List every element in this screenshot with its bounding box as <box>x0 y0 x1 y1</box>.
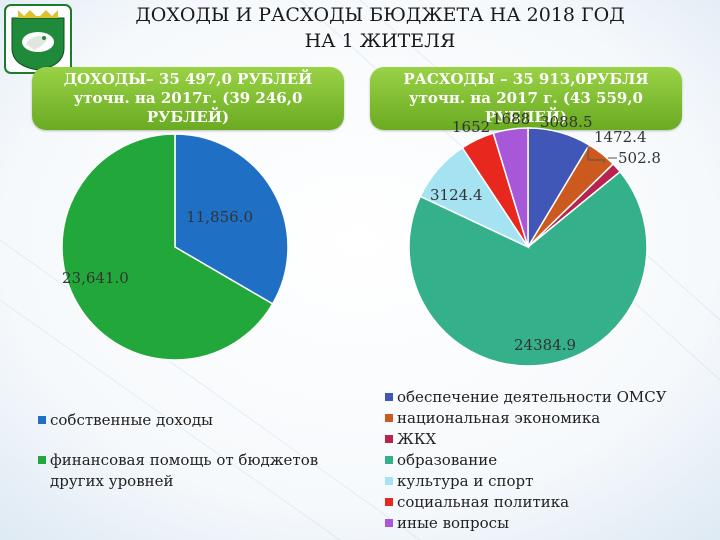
expense-legend-item: национальная экономика <box>385 408 705 429</box>
expense-legend-swatch <box>385 393 393 401</box>
income-refined-text: уточн. на 2017г. (39 246,0 РУБЛЕЙ) <box>73 89 303 126</box>
page-title: ДОХОДЫ И РАСХОДЫ БЮДЖЕТА НА 2018 ГОД НА … <box>80 2 680 54</box>
expense-legend-item: иные вопросы <box>385 513 705 534</box>
income-data-label-0: 11,856.0 <box>186 208 253 226</box>
expense-total-text: РАСХОДЫ – 35 913,0РУБЛЯ <box>403 70 649 88</box>
income-legend-label: финансовая помощь от бюджетов других уро… <box>50 451 319 490</box>
expense-slice-6 <box>492 127 529 248</box>
expense-legend-item: социальная политика <box>385 492 705 513</box>
income-legend-label: собственные доходы <box>50 411 213 429</box>
income-slice-1 <box>61 133 274 361</box>
expense-legend-label: ЖКХ <box>397 430 437 448</box>
income-legend-item: собственные доходы <box>38 410 328 431</box>
expense-legend-item: обеспечение деятельности ОМСУ <box>385 387 705 408</box>
expense-legend-label: национальная экономика <box>397 409 601 427</box>
income-legend-swatch <box>38 416 46 424</box>
expense-leader-line-1 <box>587 145 605 163</box>
expense-legend-label: обеспечение деятельности ОМСУ <box>397 388 667 406</box>
expense-legend-swatch <box>385 519 393 527</box>
expense-legend-swatch <box>385 477 393 485</box>
expense-data-label-2: 502.8 <box>618 149 661 167</box>
expense-data-label-4: 3124.4 <box>430 186 483 204</box>
expense-legend-swatch <box>385 414 393 422</box>
expense-data-label-0: 3088.5 <box>540 113 593 131</box>
expense-legend-label: иные вопросы <box>397 514 510 532</box>
expense-refined-text: уточн. на 2017 г. (43 559,0 РУБЛЕЙ) <box>409 89 643 126</box>
income-total-text: ДОХОДЫ– 35 497,0 РУБЛЕЙ <box>63 70 313 88</box>
income-slice-0 <box>174 133 289 305</box>
income-header-box: ДОХОДЫ– 35 497,0 РУБЛЕЙ уточн. на 2017г.… <box>32 67 344 130</box>
expense-legend-swatch <box>385 498 393 506</box>
expense-legend-item: ЖКХ <box>385 429 705 450</box>
income-legend: собственные доходы финансовая помощь от б… <box>38 410 328 511</box>
expense-legend-swatch <box>385 456 393 464</box>
expense-legend-swatch <box>385 435 393 443</box>
expense-data-label-6: 1688 <box>492 110 530 128</box>
coat-of-arms-emblem <box>4 4 72 74</box>
expense-legend-item: культура и спорт <box>385 471 705 492</box>
page-title-line-2: НА 1 ЖИТЕЛЯ <box>304 30 456 52</box>
expense-data-label-3: 24384.9 <box>514 336 576 354</box>
page-title-line-1: ДОХОДЫ И РАСХОДЫ БЮДЖЕТА НА 2018 ГОД <box>135 4 625 26</box>
income-legend-swatch <box>38 456 46 464</box>
expense-legend-label: социальная политика <box>397 493 570 511</box>
expense-header-box: РАСХОДЫ – 35 913,0РУБЛЯ уточн. на 2017 г… <box>370 67 682 130</box>
expense-data-label-1: 1472.4 <box>594 128 647 146</box>
expense-legend-item: образование <box>385 450 705 471</box>
income-legend-item: финансовая помощь от бюджетов других уро… <box>38 450 328 492</box>
income-data-label-1: 23,641.0 <box>62 269 129 287</box>
expense-legend-label: образование <box>397 451 498 469</box>
expense-data-label-5: 1652 <box>452 118 490 136</box>
expense-slice-3 <box>408 170 648 367</box>
expense-legend: обеспечение деятельности ОМСУ национальна… <box>385 387 705 534</box>
expense-legend-label: культура и спорт <box>397 472 534 490</box>
